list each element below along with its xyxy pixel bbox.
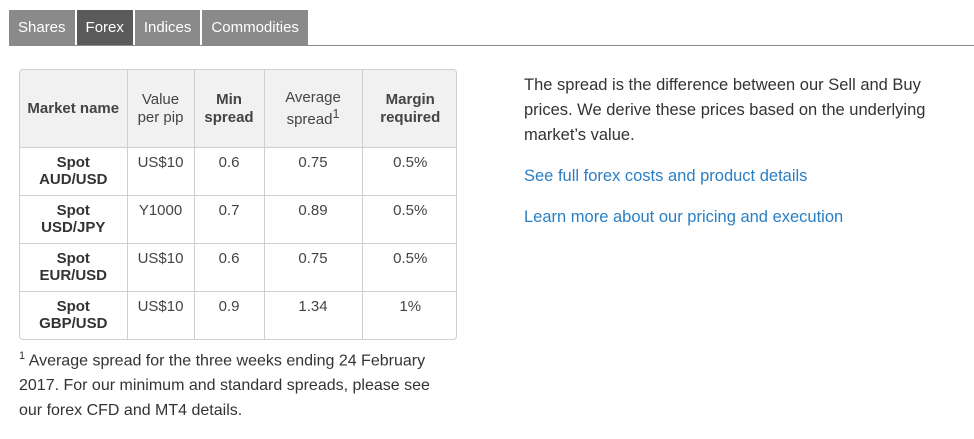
market-cell: Spot USD/JPY	[20, 195, 128, 244]
forex-table: Market name Value per pip Min spread Ave…	[19, 69, 457, 340]
header-margin-required: Margin required	[361, 70, 456, 148]
forex-costs-link[interactable]: See full forex costs and product details	[524, 167, 808, 185]
margin-cell: 1%	[361, 291, 456, 339]
min-spread-cell: 0.9	[193, 291, 265, 339]
average-spread-cell: 0.75	[263, 243, 363, 292]
spread-description: The spread is the difference between our…	[524, 76, 926, 144]
tab-divider	[9, 45, 974, 46]
value-cell: US$10	[126, 243, 195, 292]
footnote-number: 1	[19, 350, 26, 362]
min-spread-cell: 0.6	[193, 243, 265, 292]
tab-shares[interactable]: Shares	[9, 10, 75, 45]
min-spread-cell: 0.7	[193, 195, 265, 244]
table-header-row: Market name Value per pip Min spread Ave…	[20, 70, 456, 148]
value-cell: Y1000	[126, 195, 195, 244]
table-row: Spot GBP/USD US$10 0.9 1.34 1%	[20, 291, 456, 339]
average-spread-cell: 0.75	[263, 147, 363, 196]
market-cell: Spot AUD/USD	[20, 147, 128, 196]
average-spread-cell: 1.34	[263, 291, 363, 339]
margin-cell: 0.5%	[361, 147, 456, 196]
footnote-marker: 1	[332, 106, 340, 121]
table-row: Spot AUD/USD US$10 0.6 0.75 0.5%	[20, 147, 456, 196]
value-cell: US$10	[126, 291, 195, 339]
header-market-name: Market name	[20, 70, 128, 148]
table-row: Spot EUR/USD US$10 0.6 0.75 0.5%	[20, 243, 456, 292]
market-tabs: Shares Forex Indices Commodities	[9, 10, 308, 45]
margin-cell: 0.5%	[361, 195, 456, 244]
footnote-text: Average spread for the three weeks endin…	[19, 352, 430, 420]
header-average-spread: Average spread1	[263, 70, 363, 148]
tab-forex[interactable]: Forex	[76, 10, 133, 45]
min-spread-cell: 0.6	[193, 147, 265, 196]
header-min-spread: Min spread	[193, 70, 265, 148]
value-cell: US$10	[126, 147, 195, 196]
market-cell: Spot GBP/USD	[20, 291, 128, 339]
tab-indices[interactable]: Indices	[134, 10, 201, 45]
table-row: Spot USD/JPY Y1000 0.7 0.89 0.5%	[20, 195, 456, 244]
tab-commodities[interactable]: Commodities	[202, 10, 308, 45]
market-cell: Spot EUR/USD	[20, 243, 128, 292]
average-spread-cell: 0.89	[263, 195, 363, 244]
pricing-execution-link[interactable]: Learn more about our pricing and executi…	[524, 208, 844, 226]
header-value-per-pip: Value per pip	[126, 70, 195, 148]
footnote: 1 Average spread for the three weeks end…	[19, 344, 449, 423]
margin-cell: 0.5%	[361, 243, 456, 292]
